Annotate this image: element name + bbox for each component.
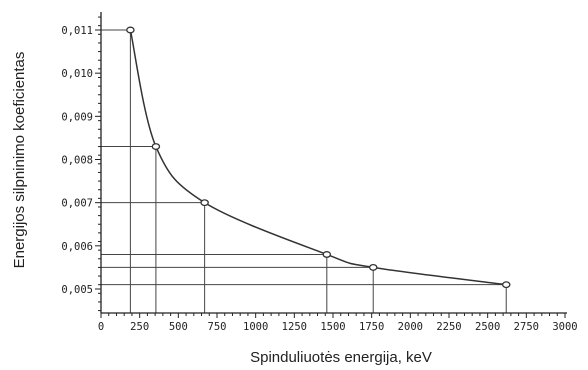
x-tick-label: 1500 xyxy=(320,321,345,333)
y-tick-label: 0,006 xyxy=(61,241,93,253)
x-tick-label: 1000 xyxy=(243,321,268,333)
y-tick-label: 0,008 xyxy=(61,155,93,167)
x-tick-label: 500 xyxy=(169,321,188,333)
y-tick-label: 0,009 xyxy=(61,111,93,123)
guide-lines xyxy=(101,29,507,313)
data-point xyxy=(200,199,209,207)
data-point xyxy=(501,281,511,289)
x-tick-label: 2500 xyxy=(475,321,500,333)
x-tick-label: 1750 xyxy=(359,321,384,333)
y-tick-label: 0,011 xyxy=(61,25,93,37)
x-ticks: 0 250 500 750 1000 1250 1500 1750 2000 2250 2500 27… xyxy=(98,313,578,333)
y-tick-label: 0,005 xyxy=(61,284,93,296)
x-tick-label: 250 xyxy=(130,321,149,333)
y-tick-label: 0,007 xyxy=(61,198,93,210)
x-tick-label: 1250 xyxy=(282,321,307,333)
data-points xyxy=(126,26,511,289)
data-curve xyxy=(129,29,507,286)
x-tick-label: 2250 xyxy=(436,321,461,333)
x-tick-label: 2000 xyxy=(398,321,423,333)
data-point xyxy=(322,251,332,258)
y-axis-title: Energijos silpninimo koeficientas xyxy=(11,52,28,269)
x-tick-label: 750 xyxy=(208,321,227,333)
x-axis-title: Spinduliuotės energija, keV xyxy=(250,349,432,366)
x-tick-label: 0 xyxy=(98,321,104,333)
y-tick-label: 0,010 xyxy=(61,68,93,80)
data-point xyxy=(368,263,378,271)
data-point xyxy=(126,26,135,34)
x-tick-label: 2750 xyxy=(514,321,539,333)
y-ticks: 0,005 0,006 0,007 0,008 0,009 0,010 0,011 xyxy=(61,16,101,312)
x-tick-label: 3000 xyxy=(552,321,577,333)
data-point xyxy=(151,143,161,150)
